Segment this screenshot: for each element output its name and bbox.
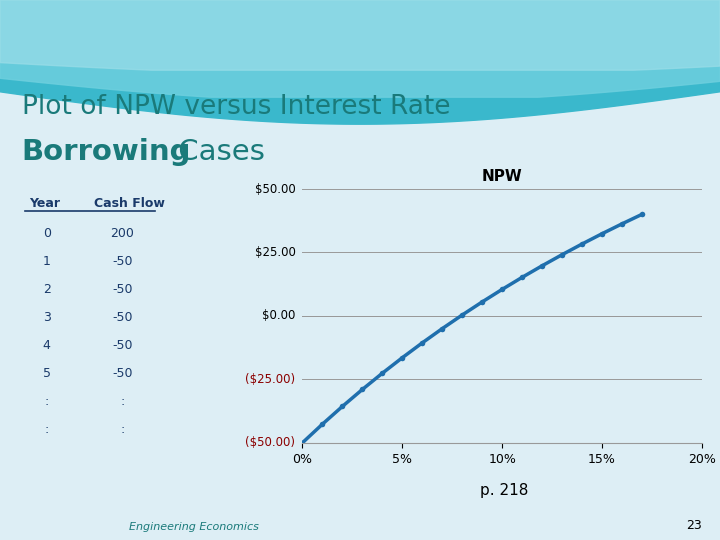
- Title: NPW: NPW: [482, 168, 523, 184]
- Text: -50: -50: [112, 311, 132, 324]
- Text: 1: 1: [43, 255, 50, 268]
- Text: Borrowing: Borrowing: [22, 138, 191, 166]
- Text: Engineering Economics: Engineering Economics: [130, 522, 259, 532]
- Text: ($50.00): ($50.00): [246, 436, 295, 449]
- Text: 3: 3: [43, 311, 50, 324]
- Text: ($25.00): ($25.00): [246, 373, 295, 386]
- Text: 4: 4: [43, 339, 50, 352]
- Text: Year: Year: [29, 197, 60, 210]
- Text: 200: 200: [110, 227, 135, 240]
- Text: p. 218: p. 218: [480, 483, 528, 498]
- Text: $0.00: $0.00: [262, 309, 295, 322]
- Text: 5: 5: [42, 367, 51, 380]
- Text: :: :: [45, 423, 49, 436]
- Text: Cash Flow: Cash Flow: [94, 197, 164, 210]
- Text: Plot of NPW versus Interest Rate: Plot of NPW versus Interest Rate: [22, 94, 450, 120]
- Text: $25.00: $25.00: [255, 246, 295, 259]
- Text: -50: -50: [112, 367, 132, 380]
- Text: $50.00: $50.00: [255, 183, 295, 195]
- Text: :: :: [120, 395, 125, 408]
- Text: :: :: [45, 395, 49, 408]
- Text: 23: 23: [686, 519, 702, 532]
- Text: Cases: Cases: [169, 138, 265, 166]
- Text: 2: 2: [43, 283, 50, 296]
- Text: -50: -50: [112, 283, 132, 296]
- Text: :: :: [120, 423, 125, 436]
- Text: -50: -50: [112, 255, 132, 268]
- Text: 0: 0: [42, 227, 51, 240]
- Text: -50: -50: [112, 339, 132, 352]
